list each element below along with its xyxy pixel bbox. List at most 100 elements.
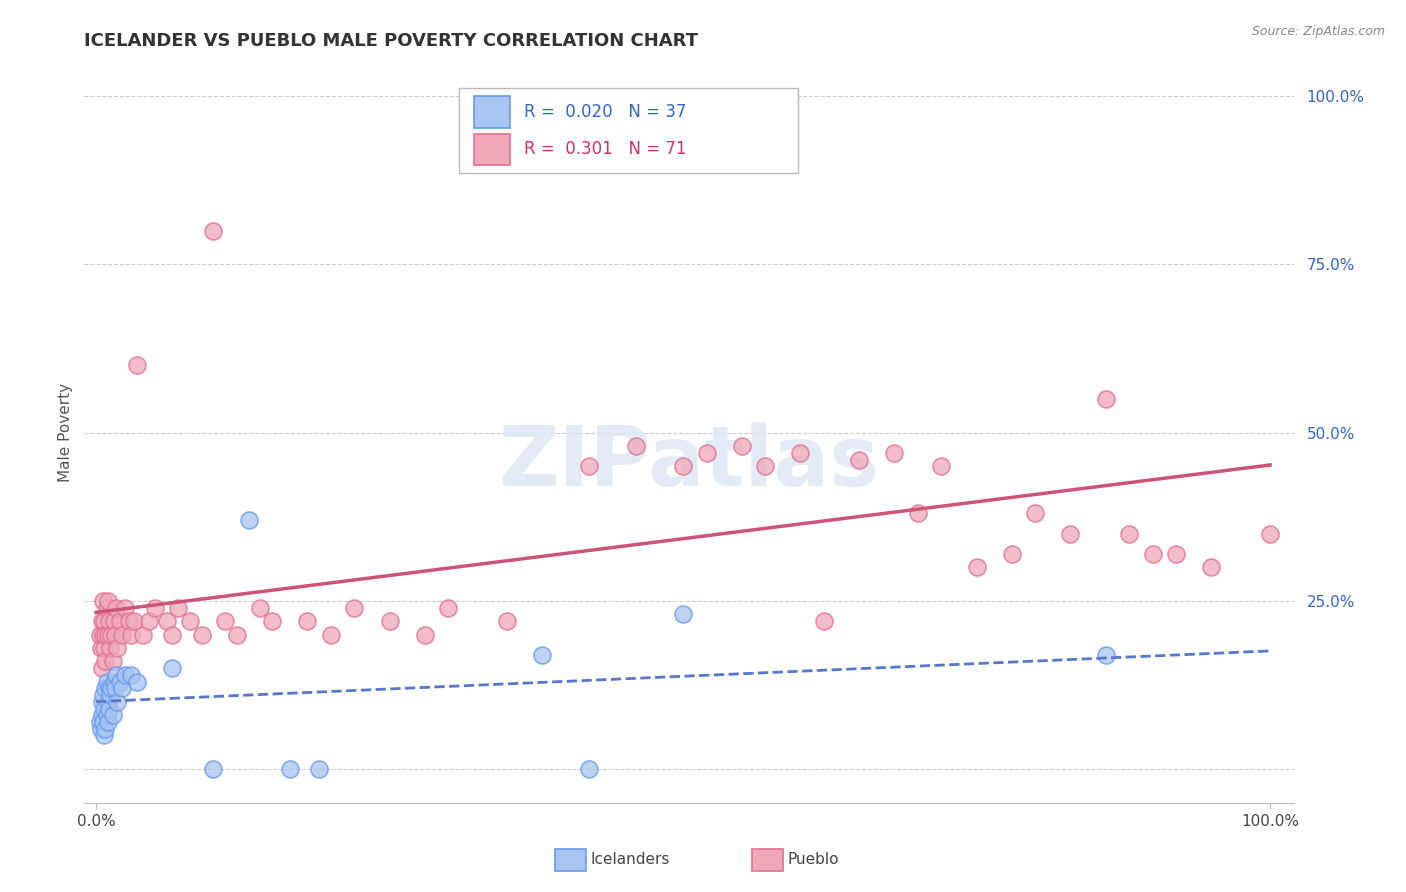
Point: [94, 681, 117, 696]
Point: [1094, 392, 1116, 406]
Point: [754, 459, 776, 474]
Point: [672, 459, 695, 474]
Point: [155, 614, 177, 628]
Point: [91, 688, 114, 702]
Point: [319, 627, 342, 641]
Point: [91, 614, 114, 628]
FancyBboxPatch shape: [474, 96, 510, 128]
Point: [97, 594, 120, 608]
Point: [214, 614, 236, 628]
Point: [1094, 648, 1116, 662]
Point: [104, 627, 127, 641]
Point: [132, 627, 155, 641]
Point: [1166, 547, 1188, 561]
Point: [789, 446, 811, 460]
Point: [105, 695, 128, 709]
Point: [97, 714, 120, 729]
Point: [120, 668, 142, 682]
Point: [249, 600, 271, 615]
Point: [114, 668, 136, 682]
Point: [118, 614, 141, 628]
Text: ZIPatlas: ZIPatlas: [499, 422, 879, 503]
Text: ICELANDER VS PUEBLO MALE POVERTY CORRELATION CHART: ICELANDER VS PUEBLO MALE POVERTY CORRELA…: [84, 32, 699, 50]
Point: [93, 640, 115, 655]
Point: [96, 674, 118, 689]
Point: [91, 695, 114, 709]
Point: [731, 439, 754, 453]
Point: [127, 359, 149, 373]
Point: [202, 762, 225, 776]
Point: [91, 594, 114, 608]
Text: Source: ZipAtlas.com: Source: ZipAtlas.com: [1251, 25, 1385, 38]
Point: [100, 627, 122, 641]
Point: [111, 627, 134, 641]
Point: [105, 668, 128, 682]
Point: [127, 674, 149, 689]
Point: [108, 674, 131, 689]
Text: R =  0.301   N = 71: R = 0.301 N = 71: [524, 140, 688, 158]
Point: [554, 156, 576, 170]
Point: [98, 688, 121, 702]
Point: [94, 655, 117, 669]
Point: [100, 681, 122, 696]
Point: [101, 655, 124, 669]
Point: [578, 762, 600, 776]
Point: [179, 614, 201, 628]
Point: [848, 452, 870, 467]
Point: [966, 560, 988, 574]
Point: [813, 614, 835, 628]
Point: [98, 701, 121, 715]
Point: [672, 607, 695, 622]
Point: [93, 614, 115, 628]
Point: [111, 681, 134, 696]
Point: [122, 614, 145, 628]
Point: [97, 627, 120, 641]
Point: [101, 708, 124, 723]
Point: [238, 513, 260, 527]
Point: [531, 648, 554, 662]
Text: Icelanders: Icelanders: [591, 853, 669, 867]
FancyBboxPatch shape: [474, 134, 510, 165]
Point: [413, 627, 436, 641]
Point: [91, 708, 114, 723]
Y-axis label: Male Poverty: Male Poverty: [58, 383, 73, 483]
Point: [578, 459, 600, 474]
Point: [162, 627, 184, 641]
Point: [98, 681, 121, 696]
Point: [91, 661, 114, 675]
Point: [297, 614, 319, 628]
Point: [1118, 526, 1140, 541]
Point: [93, 701, 115, 715]
Point: [93, 729, 115, 743]
Point: [96, 600, 118, 615]
Text: R =  0.020   N = 37: R = 0.020 N = 37: [524, 103, 688, 121]
Point: [105, 640, 128, 655]
Point: [343, 600, 366, 615]
Point: [162, 661, 184, 675]
Point: [308, 762, 330, 776]
Point: [108, 614, 131, 628]
Point: [89, 627, 111, 641]
Point: [90, 722, 112, 736]
Point: [437, 600, 460, 615]
Point: [105, 600, 128, 615]
Point: [103, 674, 125, 689]
Point: [167, 600, 190, 615]
Point: [226, 627, 249, 641]
Point: [89, 714, 111, 729]
Point: [262, 614, 284, 628]
Point: [1001, 547, 1024, 561]
Point: [378, 614, 401, 628]
Point: [120, 627, 142, 641]
Point: [883, 446, 905, 460]
Point: [96, 708, 118, 723]
FancyBboxPatch shape: [460, 88, 797, 173]
Point: [278, 762, 301, 776]
Point: [98, 640, 121, 655]
Point: [143, 600, 166, 615]
Text: Pueblo: Pueblo: [787, 853, 839, 867]
Point: [138, 614, 160, 628]
Point: [1142, 547, 1164, 561]
Point: [98, 614, 121, 628]
Point: [624, 439, 647, 453]
